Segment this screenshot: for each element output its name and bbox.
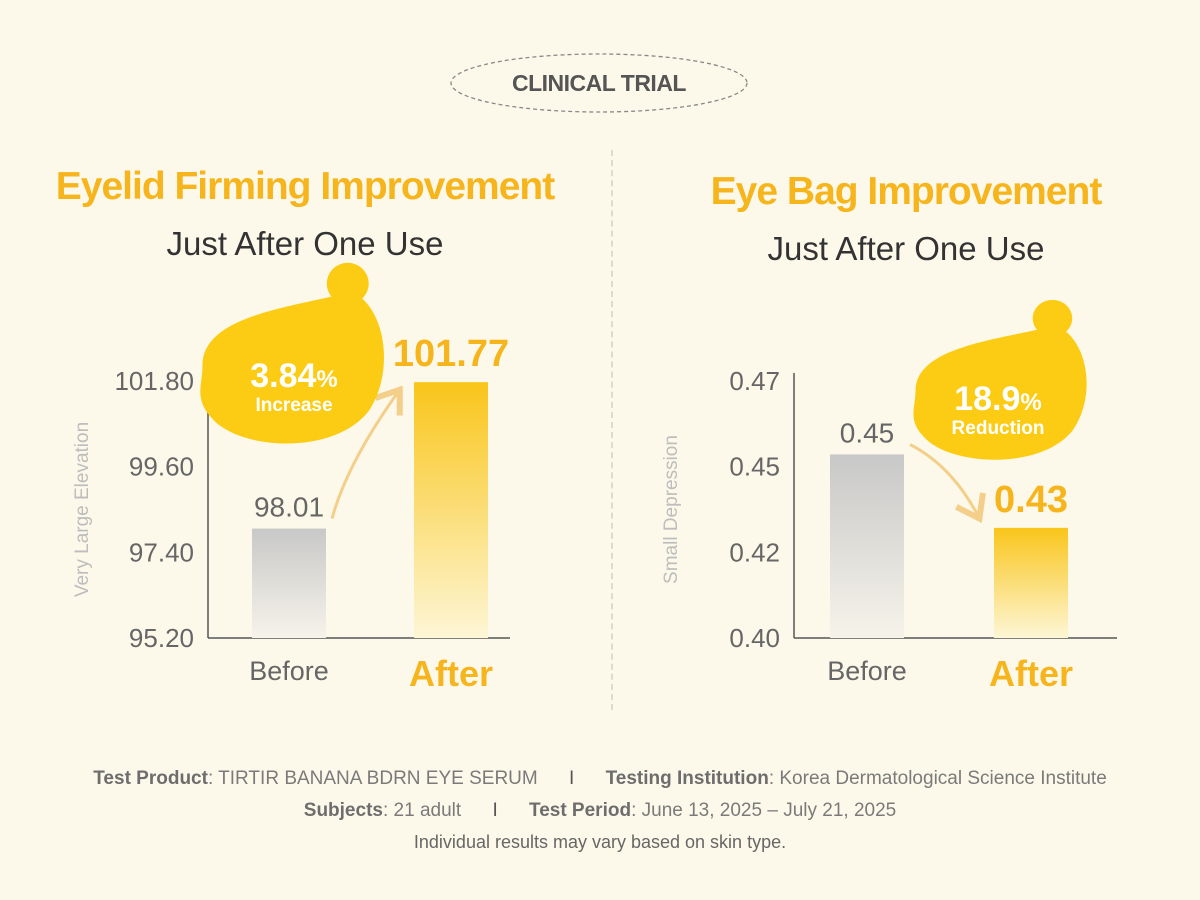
footer-value: June 13, 2025 – July 21, 2025 xyxy=(641,800,897,821)
footer-sep: : xyxy=(631,800,642,821)
callout-word: Increase xyxy=(255,395,332,416)
footer-sep: : xyxy=(382,800,394,821)
value-label-after: 101.77 xyxy=(393,333,509,375)
footer-divider: I xyxy=(569,768,575,789)
callout-percent: 3.84% xyxy=(250,357,338,395)
bar-after xyxy=(994,527,1068,638)
footer-line-1: Test Product: TIRTIR BANANA BDRN EYE SER… xyxy=(0,768,1200,790)
footer-sep: : xyxy=(207,768,219,789)
footer-value: Korea Dermatological Science Institute xyxy=(779,768,1107,789)
clinical-trial-badge: CLINICAL TRIAL xyxy=(449,52,749,114)
y-axis-label: Small Depression xyxy=(661,435,682,584)
trend-arrow xyxy=(909,443,986,524)
trend-arrow xyxy=(330,385,403,519)
y-tick-label: 99.60 xyxy=(129,452,194,482)
y-tick-label: 95.20 xyxy=(129,623,194,653)
chart-subtitle: Just After One Use xyxy=(767,230,1045,267)
bar-before xyxy=(830,454,904,638)
chart-title: Eyelid Firming Improvement xyxy=(55,165,555,208)
footer-disclaimer: Individual results may vary based on ski… xyxy=(413,832,787,852)
value-label-before: 0.45 xyxy=(840,417,895,448)
category-label-before: Before xyxy=(827,656,907,686)
value-label-after: 0.43 xyxy=(994,479,1068,521)
panel-divider xyxy=(611,150,613,710)
category-label-before: Before xyxy=(249,656,329,686)
category-label-after: After xyxy=(989,653,1073,694)
bar-after xyxy=(414,382,488,638)
y-tick-label: 0.45 xyxy=(729,452,780,482)
y-tick-label: 0.40 xyxy=(729,623,780,653)
callout-percent: 18.9% xyxy=(954,380,1042,418)
category-label-after: After xyxy=(409,653,493,694)
y-axis-label: Very Large Elevation xyxy=(72,422,93,597)
chart-panel-eye-bag: Eye Bag Improvement Just After One Use 0… xyxy=(612,0,1200,720)
bar-before xyxy=(252,528,326,638)
chart-subtitle: Just After One Use xyxy=(166,225,444,262)
bar-chart-eye-bag: 0.47 0.45 0.42 0.40 Small Depression 0.45 Befo… xyxy=(661,299,1117,694)
banana-callout-shape xyxy=(200,262,385,444)
footer-label: Test Period xyxy=(529,800,632,821)
value-label-before: 98.01 xyxy=(254,492,324,523)
chart-panel-eyelid-firming: Eyelid Firming Improvement Just After On… xyxy=(0,0,610,720)
footer-label: Subjects xyxy=(303,800,383,821)
badge-label: CLINICAL TRIAL xyxy=(511,69,687,96)
y-tick-label: 101.80 xyxy=(114,366,194,396)
y-tick-label: 0.42 xyxy=(729,537,780,567)
footer-value: 21 adult xyxy=(393,800,462,821)
footer-label: Testing Institution xyxy=(605,768,769,789)
dashed-ellipse-outline xyxy=(450,53,748,113)
y-tick-label: 0.47 xyxy=(729,366,780,396)
callout-word: Reduction xyxy=(952,418,1045,439)
footer-label: Test Product xyxy=(93,768,208,789)
footer-value: TIRTIR BANANA BDRN EYE SERUM xyxy=(218,768,538,789)
footer-sep: : xyxy=(768,768,780,789)
banana-callout-shape xyxy=(913,299,1087,460)
footer-line-2: Subjects: 21 adult I Test Period: June 1… xyxy=(0,800,1200,822)
chart-title: Eye Bag Improvement xyxy=(710,170,1103,213)
footer-divider: I xyxy=(492,800,498,821)
bar-chart-eyelid-firming: 101.80 99.60 97.40 95.20 Very Large Elevatio… xyxy=(72,262,510,694)
y-tick-label: 97.40 xyxy=(129,537,194,567)
